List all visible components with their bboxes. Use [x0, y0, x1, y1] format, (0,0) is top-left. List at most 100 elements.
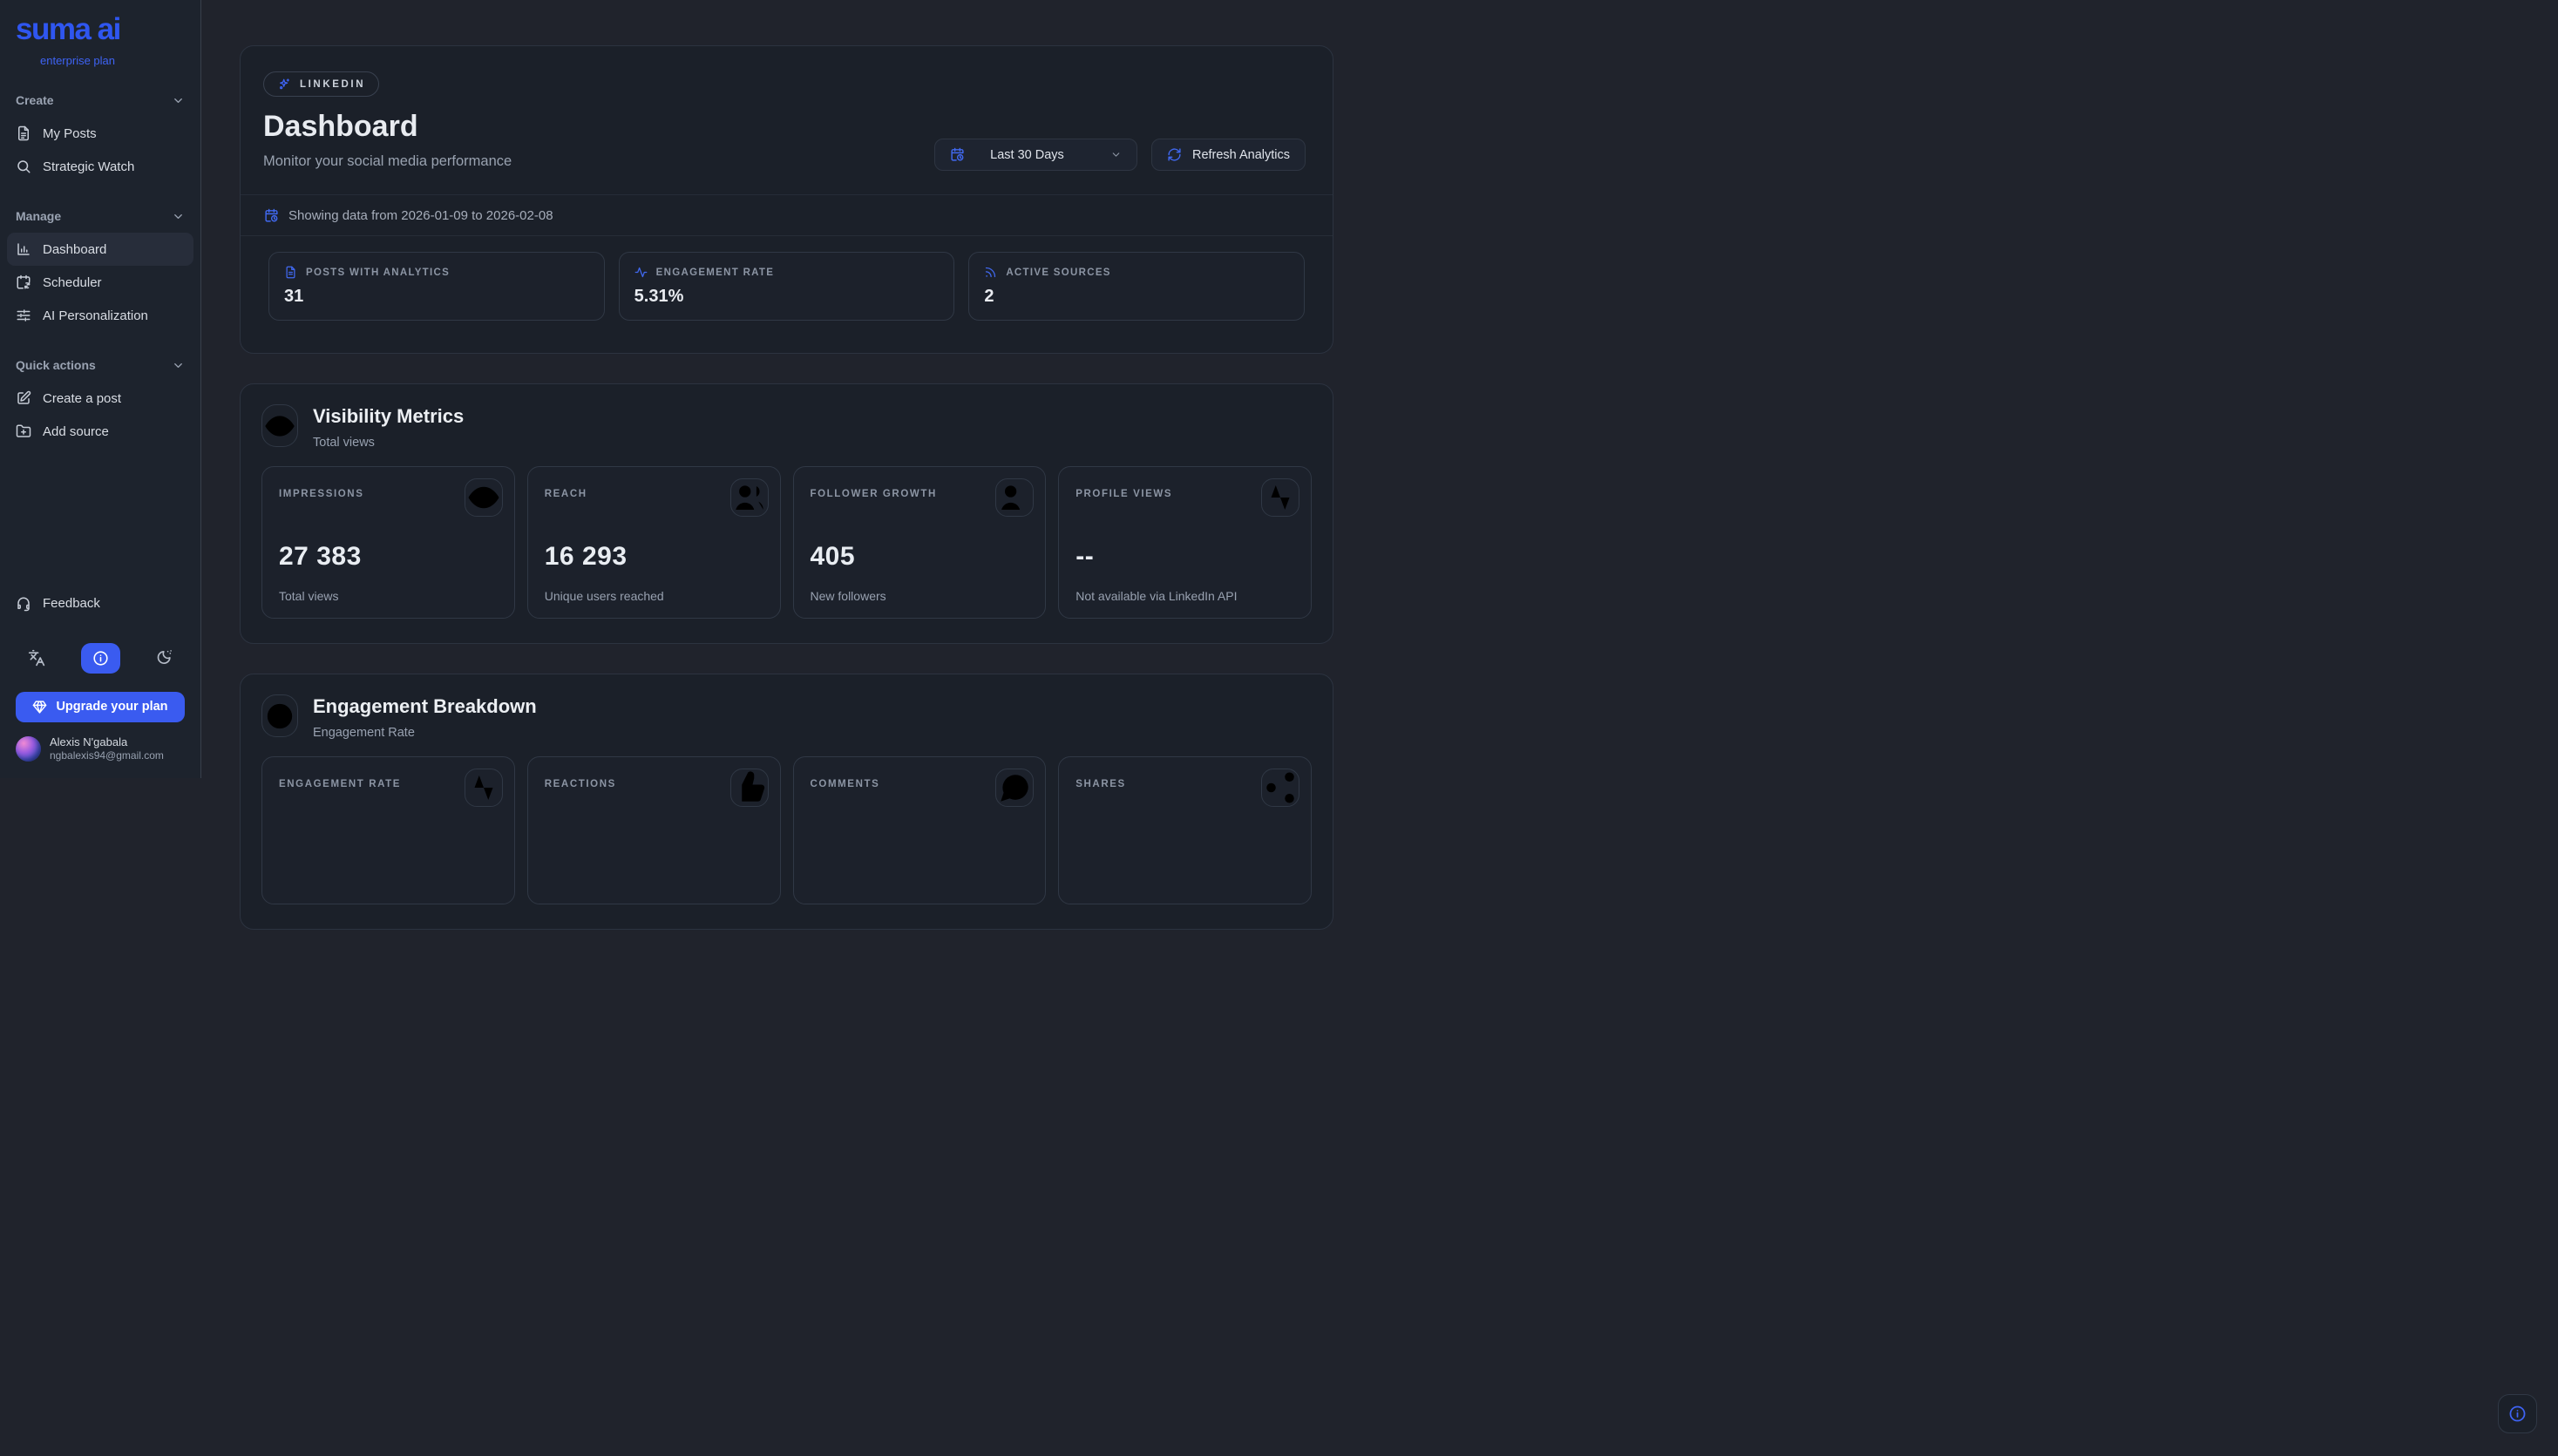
sliders-icon	[16, 308, 31, 323]
page-subtitle: Monitor your social media performance	[263, 153, 512, 169]
stat-card-posts-with-analytics: POSTS WITH ANALYTICS 31	[268, 252, 605, 321]
calendar-clock-icon	[264, 208, 279, 223]
metric-card-reactions: REACTIONS	[526, 756, 781, 904]
section-title: Visibility Metrics	[313, 405, 465, 427]
metric-label: PROFILE VIEWS	[1075, 489, 1173, 499]
calendar-clock-icon	[950, 147, 965, 162]
upgrade-plan-label: Upgrade your plan	[56, 700, 168, 714]
metric-label: FOLLOWER GROWTH	[810, 489, 937, 499]
sidebar-section-manage: Manage Dashboard Scheduler	[7, 207, 193, 332]
rss-icon	[984, 266, 997, 279]
metric-value: 27 383	[279, 542, 362, 571]
metric-card-profile-views: PROFILE VIEWS -- Not available via Linke…	[1058, 466, 1312, 619]
sidebar-item-dashboard[interactable]: Dashboard	[7, 233, 193, 266]
sidebar-item-my-posts[interactable]: My Posts	[7, 117, 193, 150]
sidebar-item-label: Scheduler	[43, 274, 102, 290]
headset-icon	[16, 596, 31, 612]
sidebar-section-create: Create My Posts Strategic Watch	[16, 91, 185, 183]
section-label: Quick actions	[16, 358, 96, 372]
info-button[interactable]	[80, 642, 120, 674]
section-header-quick-actions[interactable]: Quick actions	[16, 356, 185, 375]
section-header-create[interactable]: Create	[16, 91, 185, 110]
help-info-button[interactable]	[2498, 1394, 2537, 1433]
users-icon	[729, 478, 769, 517]
calendar-sync-icon	[16, 274, 31, 290]
main-content: LINKEDIN Dashboard Monitor your social m…	[201, 0, 2537, 1433]
bar-chart-icon	[16, 241, 31, 257]
date-range-value: Last 30 Days	[990, 147, 1064, 162]
chevron-down-icon	[172, 210, 185, 223]
metric-label: COMMENTS	[810, 779, 880, 789]
stat-label: ACTIVE SOURCES	[1006, 267, 1111, 278]
stat-value: 5.31%	[634, 287, 684, 306]
metric-card-follower-growth: FOLLOWER GROWTH 405 New followers	[792, 466, 1047, 619]
sidebar-item-feedback[interactable]: Feedback	[7, 587, 193, 620]
stat-value: 31	[284, 287, 304, 306]
sidebar-item-ai-personalization[interactable]: AI Personalization	[7, 299, 193, 332]
refresh-icon	[1167, 147, 1182, 162]
app-root: suma ai enterprise plan Create My Posts	[0, 0, 2537, 1433]
translate-icon[interactable]	[28, 649, 45, 667]
page-title: Dashboard	[263, 110, 418, 143]
message-circle-icon	[995, 769, 1035, 807]
section-subtitle: Engagement Rate	[313, 726, 415, 740]
chevron-down-icon	[172, 94, 185, 107]
moon-icon[interactable]	[155, 649, 173, 667]
visibility-metrics-panel: Visibility Metrics Total views IMPRESSIO…	[240, 383, 1333, 644]
metric-label: SHARES	[1075, 779, 1126, 789]
stat-card-active-sources: ACTIVE SOURCES 2	[968, 252, 1305, 321]
chevron-down-icon	[1110, 149, 1122, 160]
metric-card-impressions: IMPRESSIONS 27 383 Total views	[261, 466, 515, 619]
search-icon	[16, 159, 31, 174]
plan-badge: enterprise plan	[40, 54, 115, 67]
gem-icon	[32, 700, 47, 714]
date-range-info-text: Showing data from 2026-01-09 to 2026-02-…	[288, 207, 553, 223]
sidebar-item-label: My Posts	[43, 125, 97, 141]
engagement-breakdown-panel: Engagement Breakdown Engagement Rate ENG…	[240, 674, 1333, 930]
sidebar-item-label: AI Personalization	[43, 308, 148, 323]
activity-icon	[1261, 478, 1299, 517]
activity-icon	[464, 769, 503, 807]
target-icon	[261, 694, 298, 737]
file-text-icon	[16, 125, 31, 141]
metric-card-engagement-rate: ENGAGEMENT RATE	[261, 756, 515, 904]
metric-value: 16 293	[544, 542, 628, 571]
metric-label: REACTIONS	[544, 779, 616, 789]
thumbs-up-icon	[729, 769, 769, 807]
edit-icon	[16, 390, 31, 406]
sidebar-item-scheduler[interactable]: Scheduler	[7, 266, 193, 299]
date-range-info: Showing data from 2026-01-09 to 2026-02-…	[241, 194, 1333, 236]
section-subtitle: Total views	[313, 436, 375, 450]
platform-badge: LINKEDIN	[263, 71, 380, 97]
sidebar-item-label: Strategic Watch	[43, 159, 135, 174]
refresh-analytics-button[interactable]: Refresh Analytics	[1150, 139, 1306, 171]
visibility-cards: IMPRESSIONS 27 383 Total views REACH 16 …	[261, 466, 1312, 619]
share-icon	[1261, 769, 1299, 807]
sidebar-item-create-a-post[interactable]: Create a post	[7, 382, 193, 415]
metric-value: --	[1075, 542, 1095, 571]
metric-card-reach: REACH 16 293 Unique users reached	[526, 466, 781, 619]
section-header-manage[interactable]: Manage	[16, 207, 185, 226]
upgrade-plan-button[interactable]: Upgrade your plan	[16, 691, 185, 722]
sidebar-item-add-source[interactable]: Add source	[7, 415, 193, 448]
sidebar-item-strategic-watch[interactable]: Strategic Watch	[7, 150, 193, 183]
date-range-select[interactable]: Last 30 Days	[933, 139, 1137, 171]
sidebar-item-label: Dashboard	[43, 241, 107, 257]
sidebar-item-label: Create a post	[43, 390, 122, 406]
sidebar-section-quick-actions: Quick actions Create a post Add source	[16, 356, 185, 448]
eye-icon	[464, 478, 503, 517]
stat-label: POSTS WITH ANALYTICS	[306, 267, 451, 278]
stat-value: 2	[984, 287, 994, 306]
stat-card-engagement-rate: ENGAGEMENT RATE 5.31%	[618, 252, 955, 321]
avatar	[16, 735, 41, 762]
section-label: Create	[16, 93, 54, 107]
metric-label: IMPRESSIONS	[279, 489, 364, 499]
sidebar-item-label: Feedback	[43, 596, 100, 612]
user-plus-icon	[995, 478, 1035, 517]
metric-caption: New followers	[810, 589, 886, 603]
user-profile[interactable]: Alexis N'gabala ngbalexis94@gmail.com	[16, 735, 185, 762]
section-title: Engagement Breakdown	[313, 695, 537, 717]
user-email: ngbalexis94@gmail.com	[50, 749, 164, 762]
stat-label: ENGAGEMENT RATE	[655, 267, 775, 278]
sparkles-icon	[277, 78, 291, 91]
